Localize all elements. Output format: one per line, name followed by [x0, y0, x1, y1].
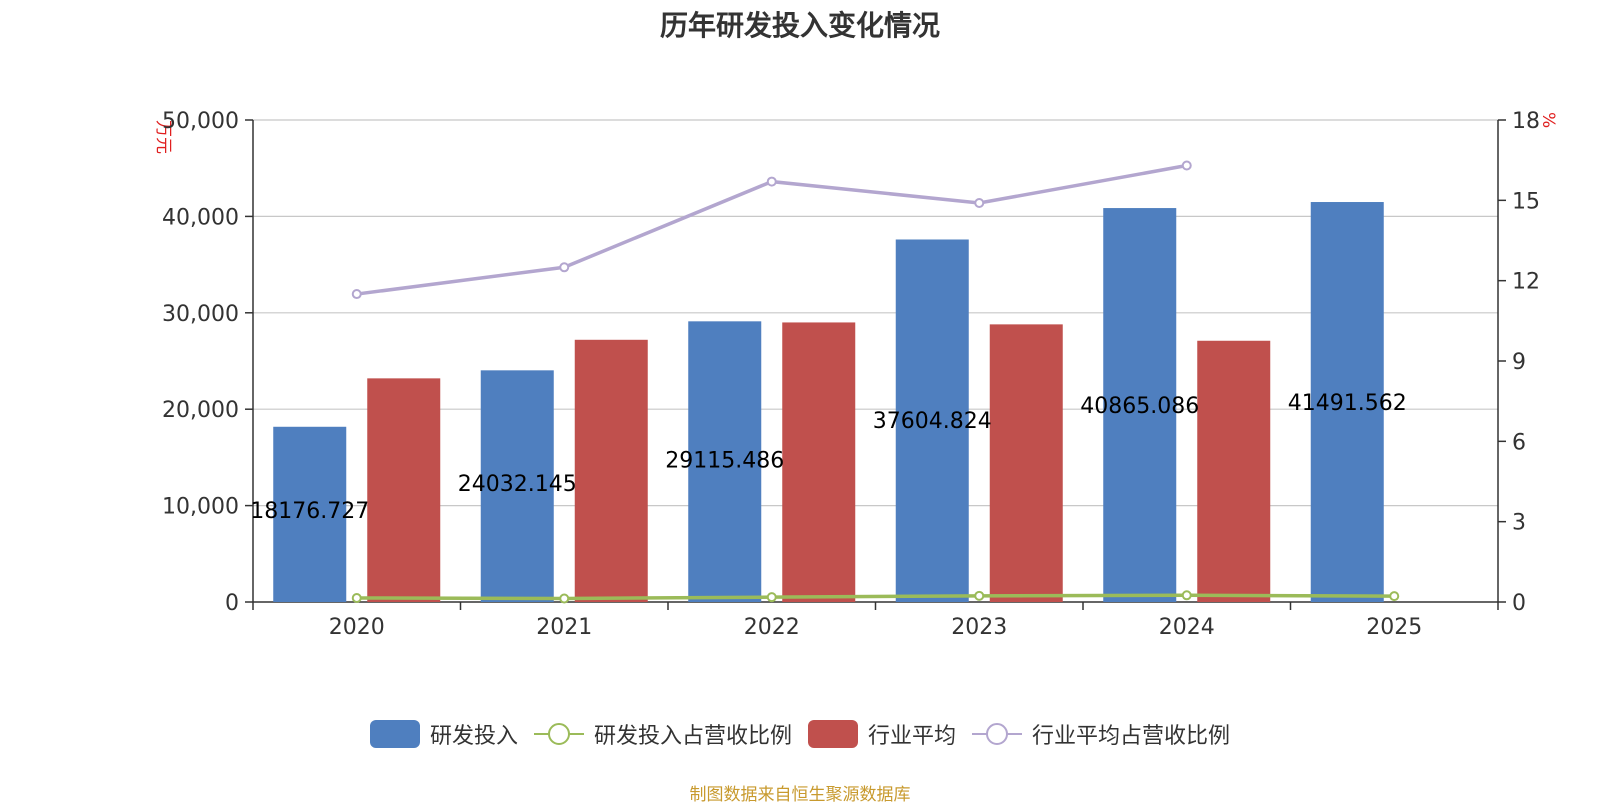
- bar-data-label: 18176.727: [250, 499, 369, 524]
- legend-item-rd[interactable]: 研发投入: [369, 718, 518, 750]
- x-axis-tick-label: 2023: [951, 615, 1007, 640]
- bar-data-label: 24032.145: [458, 472, 577, 497]
- left-axis-tick-label: 0: [225, 591, 239, 616]
- chart-title: 历年研发投入变化情况: [659, 9, 940, 42]
- right-axis-tick-label: 3: [1512, 511, 1526, 536]
- point-rd-ratio: [351, 592, 362, 603]
- point-industry-ratio: [974, 198, 985, 209]
- legend-label-industry-ratio: 行业平均占营收比例: [1032, 724, 1231, 749]
- point-industry-ratio: [766, 176, 777, 187]
- left-axis-tick-label: 20,000: [162, 398, 239, 423]
- point-industry-ratio: [559, 262, 570, 273]
- x-axis-tick-label: 2024: [1159, 615, 1215, 640]
- right-axis-tick-label: 15: [1512, 189, 1540, 214]
- bar-industry: [989, 324, 1063, 602]
- legend-swatch-industry: [808, 720, 858, 748]
- legend-label-rd: 研发投入: [429, 724, 518, 749]
- bar-rd: [480, 370, 554, 602]
- right-axis-tick-label: 9: [1512, 350, 1526, 375]
- left-axis-tick-label: 10,000: [162, 495, 239, 520]
- bar-rd: [1103, 208, 1177, 602]
- bar-data-label: 41491.562: [1288, 391, 1407, 416]
- bar-industry: [1197, 340, 1271, 602]
- point-industry-ratio: [351, 289, 362, 300]
- left-axis-tick-label: 30,000: [162, 302, 239, 327]
- left-axis-tick-label: 40,000: [162, 205, 239, 230]
- line-rd-ratio: [356, 593, 1395, 601]
- x-axis-tick-label: 2022: [744, 615, 800, 640]
- point-industry-ratio: [1181, 160, 1192, 171]
- bar-industry: [574, 339, 648, 602]
- legend-label-rd-ratio: 研发投入占营收比例: [593, 724, 792, 749]
- point-rd-ratio: [1181, 590, 1192, 601]
- data-source-note: 制图数据来自恒生聚源数据库: [689, 785, 911, 805]
- bar-rd: [895, 239, 969, 602]
- point-rd-ratio: [559, 593, 570, 604]
- left-axis-tick-label: 50,000: [162, 109, 239, 134]
- bar-industry: [782, 322, 856, 602]
- right-axis-tick-label: 18: [1512, 109, 1540, 134]
- point-rd-ratio: [974, 590, 985, 601]
- x-axis-tick-label: 2021: [536, 615, 592, 640]
- legend-item-industry[interactable]: 行业平均: [808, 718, 956, 750]
- right-axis-tick-label: 12: [1512, 270, 1540, 295]
- bar-rd: [273, 426, 347, 602]
- legend-item-industry-ratio[interactable]: 行业平均占营收比例: [972, 718, 1230, 750]
- point-rd-ratio: [1389, 591, 1400, 602]
- bar-data-label: 40865.086: [1080, 394, 1199, 419]
- legend-item-rd-ratio[interactable]: 研发投入占营收比例: [533, 718, 792, 750]
- legend: 研发投入 研发投入占营收比例 行业平均 行业平均占营收比例: [0, 718, 1600, 750]
- legend-swatch-industry-ratio: [972, 720, 1023, 748]
- right-axis-tick-label: 6: [1512, 430, 1526, 455]
- right-axis-tick-label: 0: [1512, 591, 1526, 616]
- x-axis-tick-label: 2025: [1366, 615, 1422, 640]
- legend-label-industry: 行业平均: [868, 724, 957, 749]
- bar-data-label: 37604.824: [873, 409, 992, 434]
- point-rd-ratio: [766, 592, 777, 603]
- bar-industry: [367, 378, 441, 602]
- bar-data-label: 29115.486: [665, 448, 784, 473]
- legend-swatch-rd-ratio: [533, 720, 584, 748]
- bar-rd: [1310, 202, 1384, 602]
- x-axis-tick-label: 2020: [329, 615, 385, 640]
- legend-swatch-rd: [369, 720, 420, 748]
- chart-canvas: 0 10,000 20,000 30,000 40,000 50,000 0 3 6 9 12 15 1…: [162, 109, 1540, 640]
- bar-rd: [688, 321, 762, 602]
